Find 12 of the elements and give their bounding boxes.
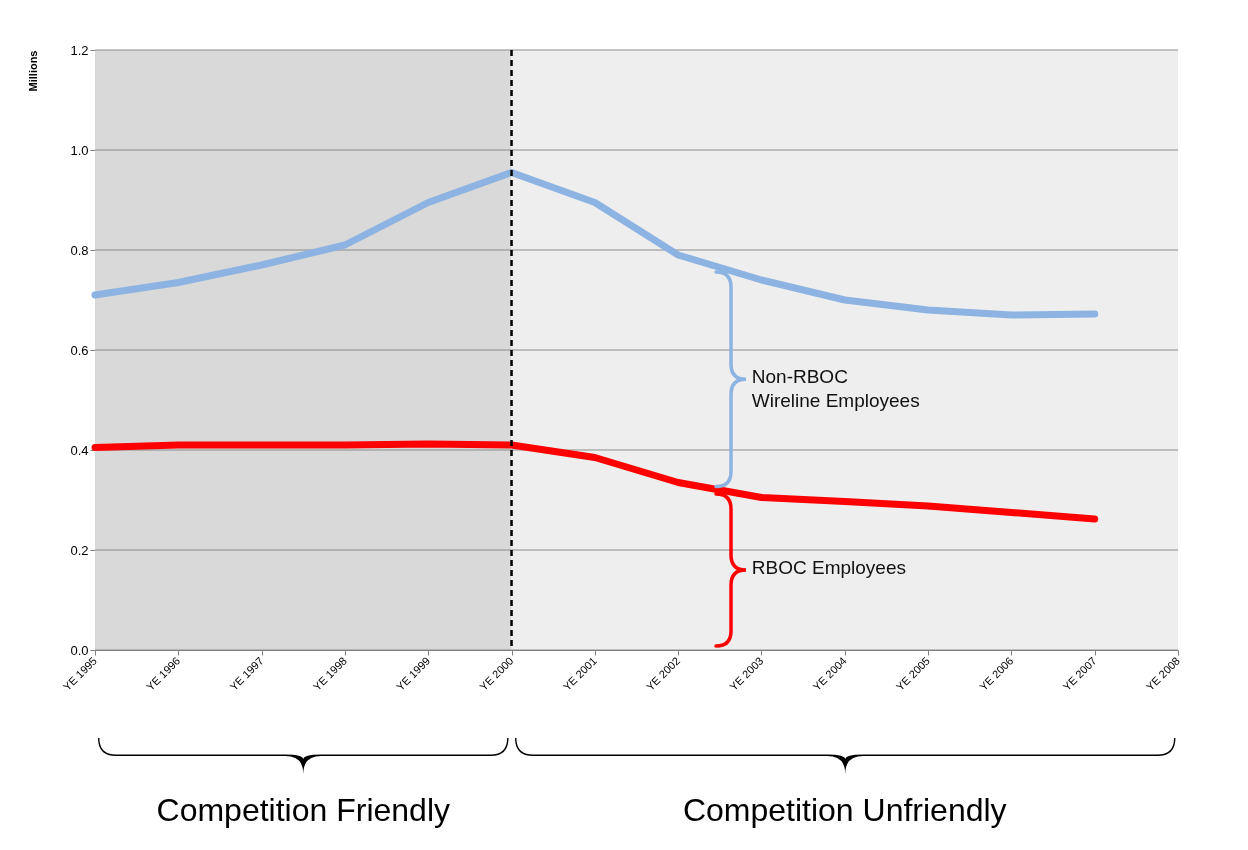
text: RBOC Employees [751,557,906,579]
y-tick-label: 0.8 [70,242,89,258]
text: Competition Friendly [156,792,450,829]
y-tick-label: 1.0 [70,142,89,158]
y-tick-label: 0.6 [70,342,89,358]
y-tick-label: 0.2 [70,542,89,558]
y-tick-label: 0.4 [70,442,89,458]
text: Competition Unfriendly [682,792,1007,829]
y-axis-title: Millions [26,50,39,92]
text: Non-RBOC Wireline Employees [751,364,920,414]
y-tick-label: 0.0 [70,642,89,658]
y-tick-label: 1.2 [70,42,89,58]
